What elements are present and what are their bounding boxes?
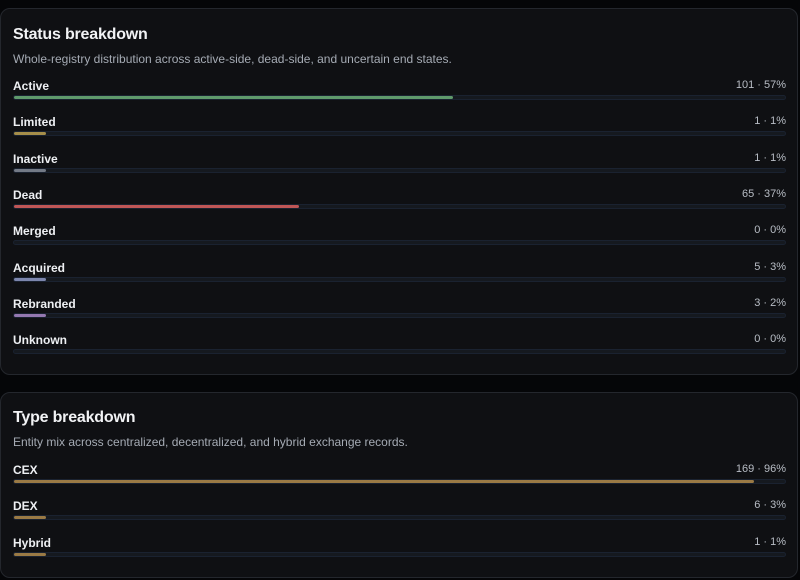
type-row-value: 169 · 96% — [735, 463, 786, 475]
status-row-track — [13, 349, 786, 354]
status-row-fill — [14, 96, 454, 99]
status-row-track — [13, 95, 786, 100]
status-row-track — [13, 204, 786, 209]
status-row-fill — [14, 132, 46, 135]
status-row-active: Active 101 · 57% — [13, 79, 786, 109]
status-row-track — [13, 277, 786, 282]
type-row-dex: DEX 6 · 3% — [13, 499, 786, 529]
type-row-label: CEX — [13, 463, 38, 477]
type-row-fill — [14, 516, 46, 519]
status-row-track — [13, 313, 786, 318]
status-row-label: Rebranded — [13, 297, 76, 311]
status-row-rebranded: Rebranded 3 · 2% — [13, 297, 786, 327]
type-row-value: 6 · 3% — [754, 499, 786, 511]
status-breakdown-card: Status breakdown Whole-registry distribu… — [0, 8, 798, 375]
status-row-merged: Merged 0 · 0% — [13, 224, 786, 254]
type-row-value: 1 · 1% — [754, 536, 786, 548]
status-row-inactive: Inactive 1 · 1% — [13, 152, 786, 182]
status-row-label: Acquired — [13, 261, 66, 275]
type-row-label: DEX — [13, 499, 38, 513]
status-row-dead: Dead 65 · 37% — [13, 188, 786, 218]
type-row-fill — [14, 553, 46, 556]
status-row-acquired: Acquired 5 · 3% — [13, 261, 786, 291]
type-breakdown-title: Type breakdown — [13, 409, 136, 426]
status-row-value: 1 · 1% — [754, 152, 786, 164]
status-row-label: Active — [13, 79, 50, 93]
status-row-track — [13, 240, 786, 245]
status-row-label: Merged — [13, 224, 56, 238]
status-row-fill — [14, 278, 46, 281]
status-row-value: 1 · 1% — [754, 115, 786, 127]
status-row-fill — [14, 314, 46, 317]
status-row-label: Unknown — [13, 333, 67, 347]
status-row-value: 3 · 2% — [754, 297, 786, 309]
type-row-track — [13, 552, 786, 557]
status-row-label: Limited — [13, 115, 56, 129]
status-row-value: 0 · 0% — [754, 333, 786, 345]
status-row-value: 101 · 57% — [735, 79, 786, 91]
status-row-fill — [14, 169, 46, 172]
status-row-value: 65 · 37% — [741, 188, 786, 200]
type-breakdown-subtitle: Entity mix across centralized, decentral… — [13, 435, 408, 449]
type-row-cex: CEX 169 · 96% — [13, 463, 786, 493]
type-row-hybrid: Hybrid 1 · 1% — [13, 536, 786, 566]
status-row-unknown: Unknown 0 · 0% — [13, 333, 786, 363]
status-breakdown-title: Status breakdown — [13, 26, 148, 43]
type-row-track — [13, 515, 786, 520]
type-row-fill — [14, 480, 755, 483]
type-row-track — [13, 479, 786, 484]
status-row-value: 5 · 3% — [754, 261, 786, 273]
status-row-label: Dead — [13, 188, 43, 202]
type-breakdown-card: Type breakdown Entity mix across central… — [0, 392, 798, 578]
status-row-track — [13, 131, 786, 136]
status-row-value: 0 · 0% — [754, 224, 786, 236]
status-row-track — [13, 168, 786, 173]
status-row-label: Inactive — [13, 152, 58, 166]
status-breakdown-subtitle: Whole-registry distribution across activ… — [13, 52, 452, 66]
type-row-label: Hybrid — [13, 536, 52, 550]
status-row-limited: Limited 1 · 1% — [13, 115, 786, 145]
status-row-fill — [14, 205, 300, 208]
